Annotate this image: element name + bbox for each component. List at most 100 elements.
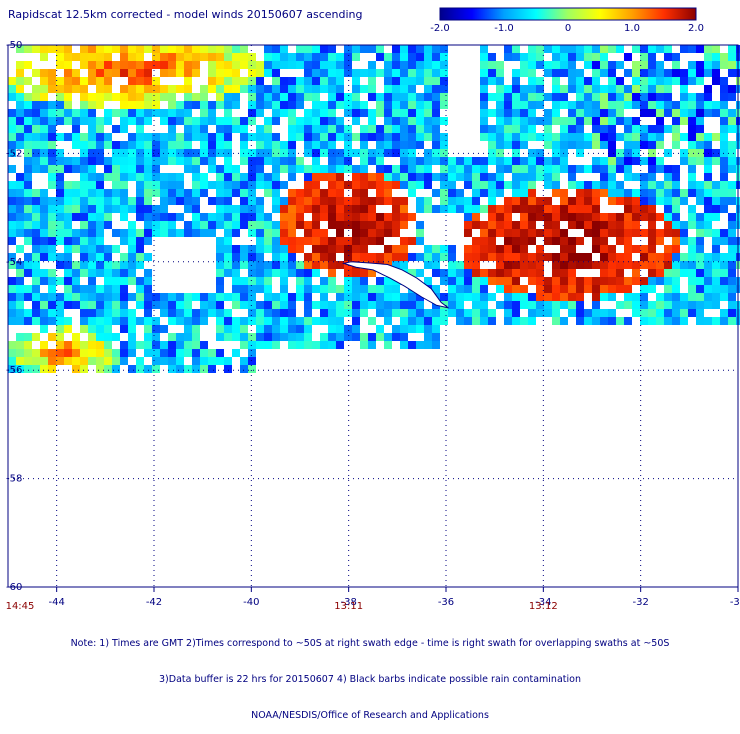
wind-cell bbox=[24, 189, 32, 197]
wind-cell bbox=[64, 269, 72, 277]
wind-cell bbox=[536, 101, 544, 109]
wind-cell bbox=[56, 349, 64, 357]
wind-cell bbox=[408, 301, 416, 309]
wind-cell bbox=[96, 205, 104, 213]
wind-cell bbox=[584, 101, 592, 109]
wind-cell bbox=[24, 133, 32, 141]
wind-cell bbox=[448, 301, 456, 309]
wind-cell bbox=[408, 325, 416, 333]
wind-cell bbox=[168, 109, 176, 117]
wind-cell bbox=[272, 229, 280, 237]
wind-cell bbox=[648, 93, 656, 101]
wind-cell bbox=[440, 117, 448, 125]
wind-cell bbox=[416, 237, 424, 245]
wind-cell bbox=[704, 133, 712, 141]
wind-cell bbox=[536, 93, 544, 101]
wind-cell bbox=[520, 125, 528, 133]
wind-cell bbox=[480, 69, 488, 77]
wind-cell bbox=[368, 85, 376, 93]
wind-cell bbox=[712, 189, 720, 197]
wind-cell bbox=[40, 277, 48, 285]
wind-cell bbox=[696, 77, 704, 85]
wind-cell bbox=[488, 69, 496, 77]
wind-cell bbox=[232, 269, 240, 277]
wind-cell bbox=[408, 85, 416, 93]
wind-cell bbox=[56, 45, 64, 53]
wind-cell bbox=[552, 109, 560, 117]
wind-cell bbox=[632, 101, 640, 109]
wind-cell bbox=[608, 85, 616, 93]
wind-cell bbox=[464, 269, 472, 277]
wind-cell bbox=[184, 133, 192, 141]
wind-cell bbox=[432, 149, 440, 157]
wind-cell bbox=[608, 77, 616, 85]
wind-cell bbox=[408, 173, 416, 181]
wind-cell bbox=[600, 253, 608, 261]
wind-cell bbox=[136, 173, 144, 181]
wind-cell bbox=[704, 261, 712, 269]
wind-cell bbox=[312, 69, 320, 77]
wind-cell bbox=[640, 317, 648, 325]
wind-cell bbox=[512, 45, 520, 53]
wind-cell bbox=[64, 317, 72, 325]
wind-cell bbox=[488, 189, 496, 197]
wind-cell bbox=[480, 85, 488, 93]
wind-cell bbox=[112, 349, 120, 357]
wind-cell bbox=[296, 341, 304, 349]
wind-cell bbox=[24, 181, 32, 189]
wind-cell bbox=[696, 245, 704, 253]
wind-cell bbox=[544, 285, 552, 293]
wind-cell bbox=[160, 181, 168, 189]
wind-cell bbox=[24, 269, 32, 277]
wind-cell bbox=[728, 85, 736, 93]
wind-cell bbox=[112, 173, 120, 181]
wind-cell bbox=[688, 45, 696, 53]
wind-cell bbox=[688, 165, 696, 173]
wind-cell bbox=[528, 61, 536, 69]
wind-cell bbox=[344, 245, 352, 253]
wind-cell bbox=[336, 205, 344, 213]
wind-cell bbox=[168, 69, 176, 77]
wind-cell bbox=[152, 293, 160, 301]
wind-cell bbox=[168, 197, 176, 205]
wind-cell bbox=[504, 141, 512, 149]
wind-cell bbox=[136, 61, 144, 69]
wind-cell bbox=[384, 285, 392, 293]
wind-cell bbox=[464, 181, 472, 189]
wind-cell bbox=[176, 173, 184, 181]
wind-cell bbox=[584, 133, 592, 141]
wind-cell bbox=[528, 157, 536, 165]
wind-cell bbox=[632, 189, 640, 197]
wind-cell bbox=[184, 157, 192, 165]
wind-cell bbox=[344, 325, 352, 333]
wind-cell bbox=[200, 221, 208, 229]
wind-cell bbox=[440, 173, 448, 181]
wind-cell bbox=[456, 197, 464, 205]
wind-cell bbox=[624, 165, 632, 173]
wind-cell bbox=[304, 325, 312, 333]
wind-cell bbox=[656, 261, 664, 269]
wind-cell bbox=[520, 69, 528, 77]
wind-cell bbox=[160, 61, 168, 69]
wind-cell bbox=[264, 45, 272, 53]
wind-cell bbox=[696, 157, 704, 165]
wind-cell bbox=[504, 101, 512, 109]
wind-cell bbox=[272, 189, 280, 197]
wind-cell bbox=[40, 293, 48, 301]
wind-cell bbox=[568, 85, 576, 93]
wind-cell bbox=[544, 197, 552, 205]
wind-cell bbox=[576, 253, 584, 261]
wind-cell bbox=[120, 85, 128, 93]
wind-cell bbox=[536, 245, 544, 253]
wind-cell bbox=[616, 317, 624, 325]
wind-cell bbox=[208, 61, 216, 69]
wind-cell bbox=[728, 61, 736, 69]
wind-cell bbox=[304, 53, 312, 61]
wind-cell bbox=[400, 133, 408, 141]
wind-cell bbox=[184, 365, 192, 373]
wind-cell bbox=[360, 269, 368, 277]
wind-cell bbox=[352, 317, 360, 325]
wind-cell bbox=[160, 93, 168, 101]
wind-cell bbox=[280, 317, 288, 325]
wind-cell bbox=[344, 157, 352, 165]
